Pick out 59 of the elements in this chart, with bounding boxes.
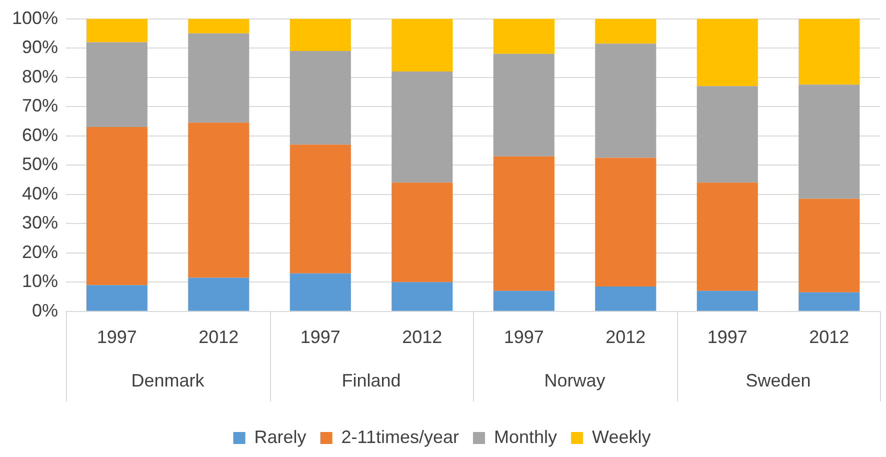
- y-tick-label: 60%: [22, 124, 58, 145]
- y-tick-label: 70%: [22, 96, 58, 116]
- bar: [392, 71, 453, 183]
- bar: [595, 18, 656, 44]
- bar: [290, 144, 351, 274]
- x-tick-label: 2012: [198, 327, 239, 348]
- y-tick-label: 30%: [22, 212, 58, 233]
- x-tick-label: 1997: [504, 327, 544, 348]
- text: Sweden: [746, 370, 811, 390]
- bar: [798, 198, 860, 292]
- x-tick-label: 2012: [402, 327, 442, 348]
- bar: [392, 18, 453, 72]
- bar: [696, 182, 758, 291]
- bar: [86, 18, 148, 42]
- bar: [290, 18, 351, 51]
- y-tick-label: 50%: [22, 154, 58, 174]
- bar: [696, 86, 758, 183]
- bar: [493, 290, 554, 311]
- x-tick-label: 1997: [300, 327, 340, 348]
- bar: [188, 122, 250, 278]
- legend-label: Weekly: [592, 426, 651, 447]
- bar: [86, 285, 148, 311]
- bar: [493, 18, 554, 54]
- bar: [798, 292, 860, 311]
- legend-label: 2-11times/year: [341, 426, 460, 447]
- bar: [493, 156, 554, 291]
- y-tick-label: 100%: [12, 8, 58, 28]
- text: Norway: [544, 370, 606, 390]
- bar: [392, 182, 453, 282]
- y-tick-label: 80%: [22, 66, 58, 86]
- y-tick-label: 10%: [22, 271, 58, 292]
- bar: [86, 42, 148, 128]
- bar: [188, 278, 250, 311]
- x-tick-label: 1997: [96, 327, 137, 348]
- bar: [290, 273, 351, 311]
- bar: [188, 18, 250, 34]
- legend-label: Monthly: [494, 426, 558, 447]
- legend-label: Rarely: [254, 426, 306, 447]
- bar: [595, 44, 656, 158]
- bar: [493, 54, 554, 156]
- bar: [798, 18, 860, 85]
- text: Finland: [342, 370, 401, 390]
- y-tick-label: 20%: [22, 242, 58, 262]
- y-tick-label: 90%: [22, 37, 58, 58]
- bar: [696, 290, 758, 311]
- text: Denmark: [131, 370, 206, 390]
- y-tick-label: 40%: [22, 183, 58, 204]
- x-tick-label: 2012: [809, 327, 850, 348]
- x-tick-label: 1997: [707, 327, 748, 348]
- bar: [595, 286, 656, 311]
- bar: [798, 84, 860, 199]
- bar: [86, 127, 148, 286]
- bar: [595, 158, 656, 287]
- y-tick-label: 0%: [32, 300, 58, 320]
- x-tick-label: 2012: [606, 327, 646, 348]
- bar: [392, 282, 453, 311]
- bar: [290, 50, 351, 145]
- bar: [696, 18, 758, 86]
- bar: [188, 33, 250, 123]
